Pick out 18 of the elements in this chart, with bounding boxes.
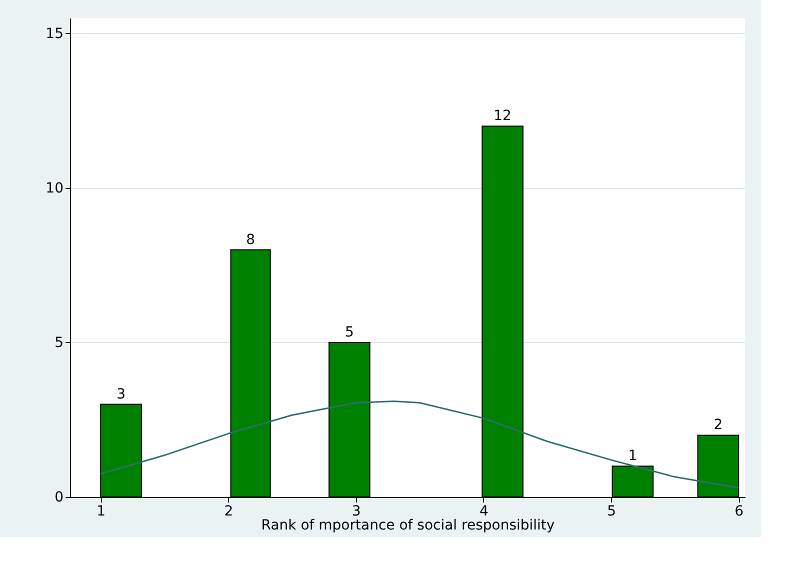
y-tick-label: 0 bbox=[54, 490, 64, 506]
x-axis-title: Rank of mportance of social responsibility bbox=[261, 518, 555, 534]
data-label: 5 bbox=[344, 324, 354, 340]
y-tick-label: 15 bbox=[46, 26, 64, 42]
x-tick-label: 1 bbox=[96, 504, 106, 520]
data-label: 12 bbox=[494, 108, 512, 124]
data-label: 1 bbox=[628, 448, 638, 464]
x-tick-label: 2 bbox=[224, 504, 234, 520]
data-label: 3 bbox=[116, 386, 126, 402]
y-tick-label: 10 bbox=[46, 180, 64, 196]
data-label: 2 bbox=[714, 417, 723, 434]
x-tick-label: 4 bbox=[479, 504, 488, 520]
x-tick-label: 5 bbox=[607, 504, 616, 520]
data-label: 8 bbox=[246, 232, 256, 248]
line-series bbox=[100, 400, 740, 488]
y-tick-label: 5 bbox=[54, 334, 64, 351]
x-tick-label: 6 bbox=[734, 504, 744, 520]
x-tick-label: 3 bbox=[352, 504, 361, 520]
